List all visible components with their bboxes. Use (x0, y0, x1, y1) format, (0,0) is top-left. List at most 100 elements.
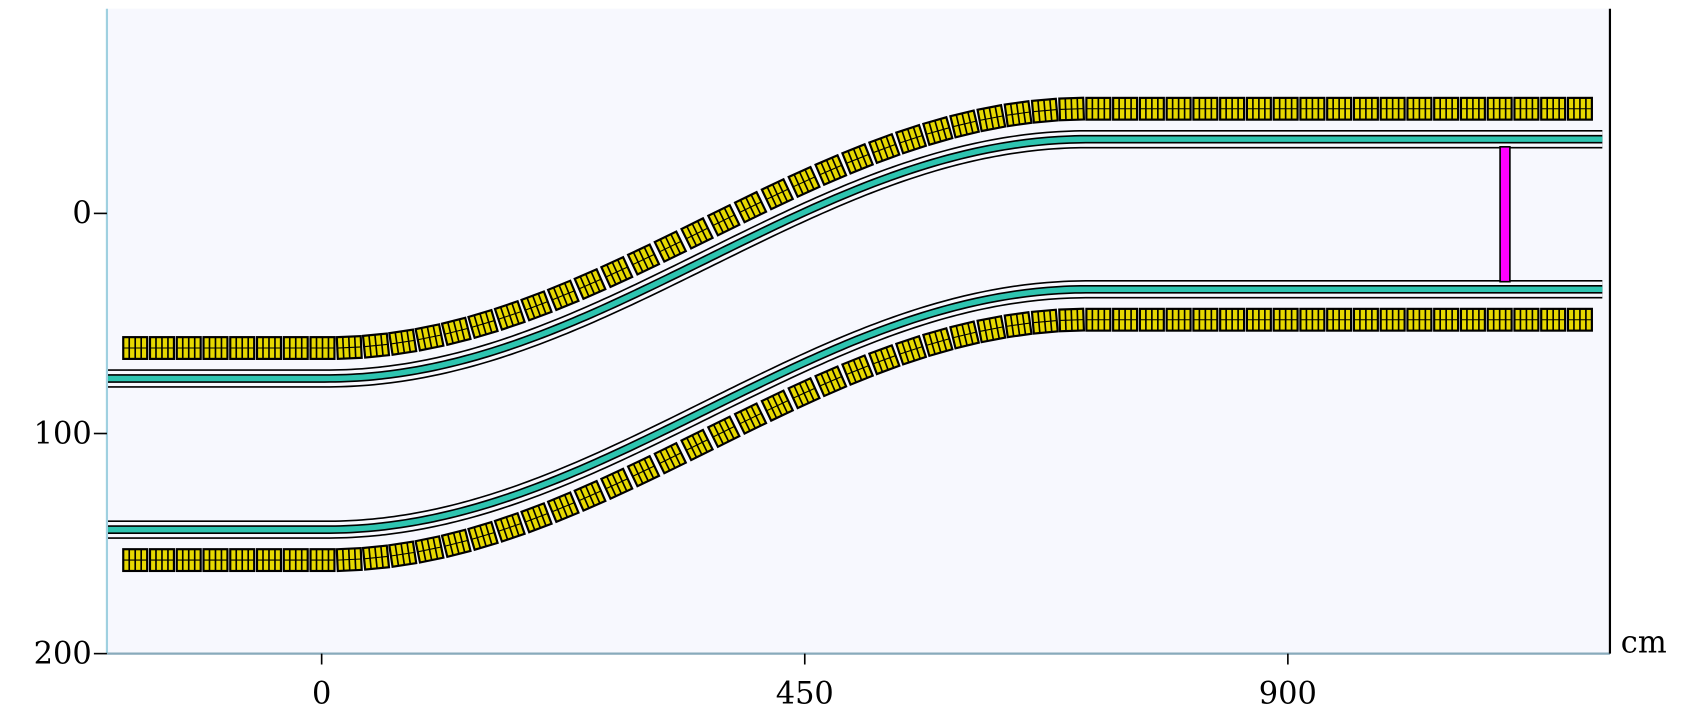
magnet-coil (819, 376, 843, 387)
magnet-coil (926, 338, 950, 346)
magnet (626, 454, 661, 488)
magnet (1299, 96, 1326, 121)
magnet (440, 528, 472, 559)
magnet (1406, 307, 1433, 332)
magnet (1299, 307, 1326, 332)
magnet (760, 389, 795, 423)
magnet (1112, 307, 1139, 332)
magnet (653, 230, 688, 264)
x-tick-label: 450 (776, 677, 834, 708)
magnet (148, 548, 176, 573)
magnet-coil (364, 555, 388, 560)
magnet (1058, 96, 1086, 122)
magnet-coil (390, 551, 415, 557)
y-tick-label: 100 (34, 416, 92, 451)
magnet (493, 511, 526, 543)
magnet-coil (792, 387, 816, 399)
magnet-coil (712, 214, 735, 227)
magnet (388, 328, 418, 356)
magnet (1085, 307, 1112, 332)
magnet (1112, 96, 1139, 121)
magnet-coil (819, 164, 843, 176)
magnet (361, 332, 391, 359)
magnet (202, 336, 229, 360)
magnet (949, 109, 981, 139)
magnet-coil (390, 339, 415, 345)
magnet-coil (686, 227, 709, 240)
magnet (867, 343, 901, 376)
magnet (309, 336, 336, 360)
magnet (949, 320, 981, 350)
magnet (1540, 96, 1567, 121)
magnet (894, 334, 928, 366)
magnet (1272, 96, 1299, 121)
magnet-coil (578, 278, 602, 290)
beam-pipe (106, 136, 1603, 382)
magnet-coil (1059, 319, 1084, 321)
magnet (493, 299, 526, 331)
magnet-coil (1059, 108, 1084, 110)
magnet-coil (1032, 109, 1057, 113)
magnet-coil (417, 546, 442, 553)
magnet (1003, 100, 1033, 128)
magnet (599, 467, 634, 501)
magnet (440, 316, 472, 347)
magnet-coil (846, 153, 869, 164)
magnet-coil (792, 176, 816, 188)
magnet (1219, 307, 1246, 332)
magnet-coil (444, 327, 468, 335)
magnet-coil (1006, 322, 1031, 327)
x-tick-label: 900 (1259, 677, 1317, 708)
magnet-coil (605, 266, 628, 278)
x-unit: cm (1621, 626, 1667, 661)
magnet-coil (979, 115, 1004, 121)
magnet (175, 336, 202, 360)
magnet-coil (498, 311, 522, 320)
magnet (1030, 97, 1059, 124)
magnet (1486, 96, 1513, 121)
magnet-coil (337, 558, 362, 561)
magnet-coil (364, 343, 388, 348)
magnet-coil (444, 539, 468, 547)
magnet (388, 540, 418, 569)
magnet-coil (471, 320, 495, 328)
magnet (1459, 307, 1486, 332)
magnet-coil (1006, 111, 1031, 116)
magnet (520, 290, 553, 322)
magnet (921, 115, 954, 147)
magnet (229, 548, 256, 573)
magnet-coil (551, 290, 575, 301)
magnet-coil (926, 127, 950, 135)
magnet (653, 441, 688, 475)
magnet (1245, 96, 1272, 121)
magnet (175, 548, 202, 573)
magnet (840, 354, 875, 387)
magnet (546, 491, 580, 524)
magnet (229, 336, 256, 360)
magnet (1459, 96, 1486, 121)
magnet (733, 190, 768, 224)
magnet-coil (899, 346, 923, 355)
magnet (335, 547, 363, 573)
magnet (573, 479, 607, 513)
magnet (1165, 96, 1192, 121)
magnet (1058, 307, 1086, 333)
y-tick-label: 200 (34, 636, 92, 671)
magnet (1379, 96, 1406, 121)
magnet (1085, 96, 1112, 121)
magnet (467, 308, 499, 340)
magnet (1326, 96, 1353, 121)
magnet (1003, 311, 1033, 339)
magnet (1030, 308, 1059, 335)
magnet-coil (712, 425, 735, 438)
magnet (921, 326, 954, 358)
x-tick-label: 0 (312, 677, 331, 708)
magnet-coil (952, 120, 977, 128)
magnet (122, 336, 149, 360)
magnet-coil (952, 331, 977, 339)
magnet-coil (659, 240, 682, 253)
magnet-coil (766, 400, 789, 412)
magnet (1513, 307, 1540, 332)
beam-pipe (106, 286, 1603, 533)
